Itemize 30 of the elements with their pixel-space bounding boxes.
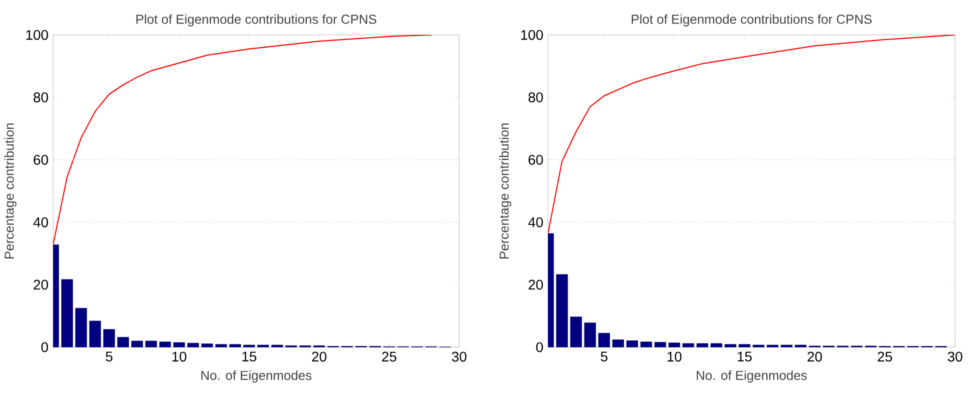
- y-axis-title: Percentage contribution: [499, 123, 512, 258]
- x-tick-label: 10: [668, 352, 682, 362]
- chart-title: Plot of Eigenmode contributions for CPNS: [632, 14, 872, 26]
- y-tick-label: 100: [521, 30, 543, 40]
- chart-title: Plot of Eigenmode contributions for CPNS: [136, 14, 376, 26]
- x-tick-label: 20: [808, 352, 822, 362]
- x-tick-label: 5: [600, 352, 608, 362]
- x-tick-label: 15: [738, 352, 752, 362]
- x-tick-label: 10: [172, 352, 186, 362]
- y-tick-label: 80: [34, 92, 48, 102]
- y-tick-label: 40: [528, 217, 543, 228]
- y-tick-label: 60: [528, 154, 543, 165]
- x-tick-label: 25: [878, 352, 892, 362]
- y-tick-label: 80: [528, 92, 543, 102]
- y-axis-title: Percentage contribution: [4, 123, 16, 258]
- x-tick-label: 5: [106, 352, 112, 362]
- x-tick-label: 15: [242, 352, 256, 362]
- x-axis-title: No. of Eigenmodes: [201, 370, 312, 383]
- x-tick-label: 20: [312, 352, 326, 362]
- y-tick-label: 20: [34, 280, 48, 290]
- x-axis-title: No. of Eigenmodes: [696, 370, 807, 383]
- y-tick-label: 0: [41, 342, 48, 352]
- y-tick-label: 40: [33, 217, 48, 228]
- x-tick-label: 30: [948, 352, 962, 362]
- y-tick-label: 60: [34, 154, 48, 165]
- y-tick-label: 20: [528, 280, 543, 290]
- y-tick-label: 0: [536, 342, 543, 352]
- y-tick-label: 100: [26, 30, 48, 40]
- x-tick-label: 30: [452, 352, 466, 362]
- x-tick-label: 25: [382, 352, 396, 362]
